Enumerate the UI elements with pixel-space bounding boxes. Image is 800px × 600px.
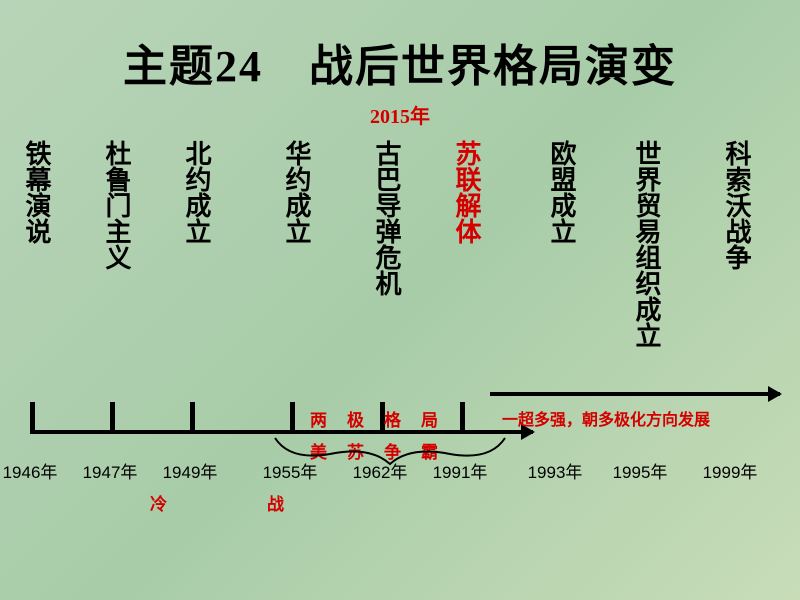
tick: [110, 402, 115, 432]
year-label: 1995年: [613, 458, 668, 483]
page-title: 主题24 战后世界格局演变: [123, 30, 677, 94]
anno-bipolar: 两极格局: [310, 406, 458, 431]
event-label: 杜鲁门主义: [98, 140, 135, 270]
event-label: 欧盟成立: [543, 140, 580, 244]
year-label: 1946年: [3, 458, 58, 483]
event-label: 华约成立: [278, 140, 315, 244]
tick: [190, 402, 195, 432]
anno-superpower: 一超多强，朝多极化方向发展: [502, 406, 710, 430]
event-label: 古巴导弹危机: [368, 140, 405, 296]
subtitle-year: 2015年: [370, 100, 430, 129]
year-label: 1947年: [83, 458, 138, 483]
event-label: 苏联解体: [448, 140, 485, 244]
tick: [30, 402, 35, 432]
year-label: 1949年: [163, 458, 218, 483]
axis-upper: [490, 392, 780, 396]
event-label: 世界贸易组织成立: [628, 140, 665, 348]
event-label: 北约成立: [178, 140, 215, 244]
year-label: 1999年: [703, 458, 758, 483]
anno-cold-war: 冷战: [150, 490, 384, 515]
event-label: 科索沃战争: [718, 140, 755, 270]
tick: [290, 402, 295, 432]
tick: [460, 402, 465, 432]
brace-curve: [270, 436, 510, 466]
event-label: 铁幕演说: [18, 140, 55, 244]
year-label: 1993年: [528, 458, 583, 483]
